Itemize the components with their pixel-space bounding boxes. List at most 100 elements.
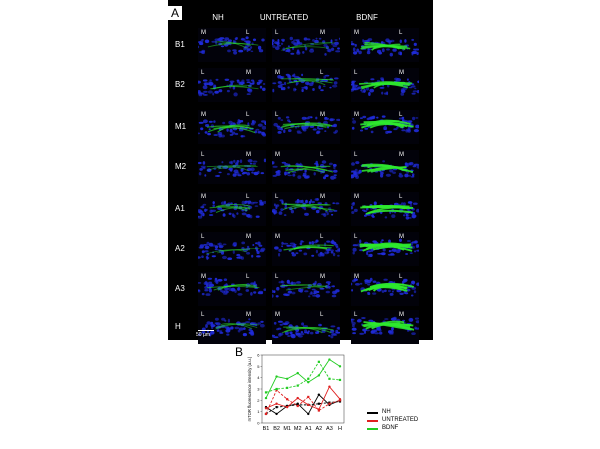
- orientation-label: M: [246, 70, 251, 76]
- orientation-label: L: [399, 30, 403, 36]
- data-point-untreated: [296, 404, 299, 408]
- y-tick-label: 0: [257, 421, 260, 426]
- orientation-label: L: [399, 274, 403, 280]
- micrograph-image: [198, 119, 266, 138]
- orientation-label: M: [320, 274, 325, 280]
- orientation-label: L: [246, 30, 250, 36]
- orientation-label: L: [201, 70, 205, 76]
- data-point-nh: [317, 402, 320, 405]
- series-line-nh: [265, 393, 341, 415]
- micrograph-image: [351, 201, 419, 220]
- orientation-label: M: [201, 274, 206, 280]
- micrograph-image: [272, 320, 340, 339]
- data-point-untreated: [264, 412, 268, 416]
- orientation-label: M: [275, 312, 280, 318]
- data-point-untreated: [264, 407, 268, 410]
- row-label-a3: A3: [175, 284, 185, 293]
- y-tick-label: 6: [257, 353, 260, 358]
- row-label-a2: A2: [175, 244, 185, 253]
- orientation-label: M: [320, 194, 325, 200]
- row-label-m2: M2: [175, 162, 187, 171]
- orientation-label: M: [275, 70, 280, 76]
- micrograph-image: [274, 239, 340, 257]
- row-label-m1: M1: [175, 122, 187, 131]
- micrograph-image: [273, 116, 340, 135]
- orientation-label: M: [399, 70, 404, 76]
- micrograph-image: [198, 277, 266, 296]
- data-point-untreated: [285, 405, 289, 409]
- x-tick-label: M1: [283, 426, 291, 432]
- micrograph-image: [198, 199, 266, 219]
- data-point-nh: [307, 412, 310, 416]
- orientation-label: M: [275, 152, 280, 158]
- data-point-bdnf: [338, 365, 342, 368]
- micrograph-image: [351, 316, 419, 335]
- orientation-label: L: [275, 30, 279, 36]
- data-point-bdnf: [317, 374, 321, 377]
- x-tick-label: A1: [305, 426, 312, 432]
- data-point-bdnf: [264, 391, 268, 394]
- orientation-label: L: [320, 234, 324, 240]
- orientation-label: L: [201, 152, 205, 158]
- micrograph-image: [351, 277, 419, 297]
- data-point-bdnf: [264, 396, 268, 400]
- micrograph-image: [198, 158, 266, 177]
- orientation-label: L: [354, 234, 358, 240]
- y-tick-label: 3: [257, 387, 260, 392]
- panel-b-letter: B: [235, 345, 244, 359]
- orientation-label: L: [399, 194, 403, 200]
- column-header-nh: NH: [212, 13, 224, 22]
- data-point-untreated: [286, 398, 289, 401]
- legend-swatch-untreated: [367, 420, 378, 422]
- orientation-label: M: [201, 112, 206, 118]
- orientation-label: M: [354, 274, 359, 280]
- data-point-untreated: [328, 385, 331, 388]
- orientation-label: M: [399, 234, 404, 240]
- data-point-bdnf: [285, 377, 289, 380]
- orientation-label: L: [201, 234, 205, 240]
- row-label-h: H: [175, 322, 181, 331]
- orientation-label: M: [201, 194, 206, 200]
- x-tick-label: A2: [315, 426, 322, 432]
- data-point-nh: [296, 403, 299, 406]
- micrograph-image: [351, 77, 419, 96]
- orientation-label: L: [354, 152, 358, 158]
- y-tick-label: 4: [257, 375, 260, 380]
- micrograph-image: [198, 78, 266, 97]
- orientation-label: L: [320, 312, 324, 318]
- x-tick-label: B2: [273, 426, 280, 432]
- micrograph-image: [272, 36, 340, 56]
- data-point-bdnf: [286, 386, 289, 389]
- orientation-label: L: [275, 112, 279, 118]
- orientation-label: L: [246, 274, 250, 280]
- scale-bar-label: 50 µm: [196, 332, 210, 338]
- data-point-bdnf: [296, 384, 299, 387]
- data-point-untreated: [328, 402, 331, 405]
- orientation-label: M: [354, 112, 359, 118]
- orientation-label: L: [275, 194, 279, 200]
- data-point-untreated: [317, 409, 320, 412]
- data-point-bdnf: [328, 358, 331, 361]
- micrograph-image: [272, 73, 339, 93]
- legend-swatch-nh: [367, 412, 378, 414]
- scale-bar: [198, 330, 214, 331]
- data-point-bdnf: [338, 378, 342, 382]
- micrograph-image: [198, 317, 265, 337]
